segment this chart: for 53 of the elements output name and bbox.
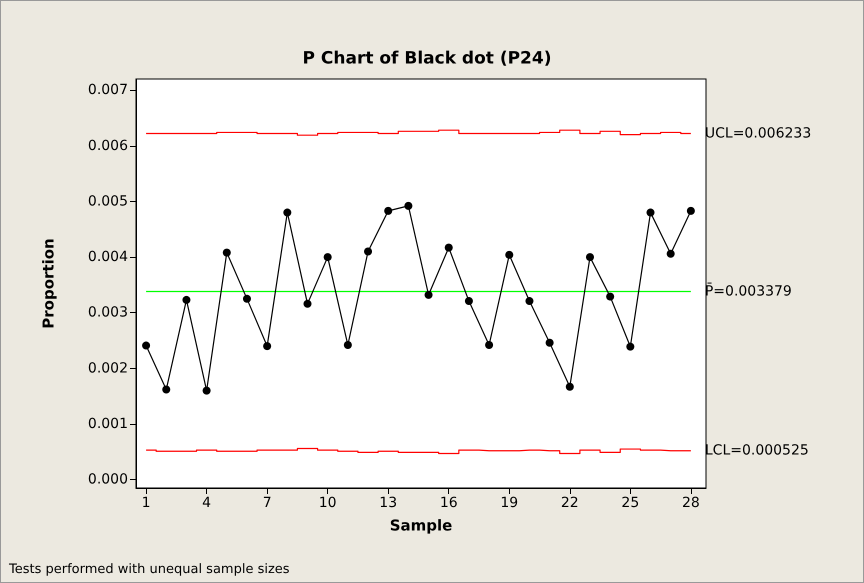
y-axis-title: Proportion [40,238,58,329]
x-tick-label: 7 [262,495,272,511]
point [606,292,614,301]
point [505,250,514,259]
point [242,294,251,303]
y-tick-label: 0.005 [88,193,128,210]
y-tick-label: 0.003 [88,304,128,321]
point [424,290,433,299]
x-tick-label: 28 [682,495,700,511]
x-axis-title: Sample [390,516,452,534]
point [202,386,211,395]
point [444,244,453,252]
point [344,340,352,349]
point [222,248,231,257]
point [686,206,695,215]
point [525,297,534,306]
point [566,382,574,391]
x-tick-label: 16 [440,495,458,511]
point [324,253,332,262]
x-tick-label: 25 [621,495,640,511]
point [485,340,494,349]
x-tick-label: 10 [318,495,337,511]
point [364,248,372,256]
point [626,342,634,351]
x-tick-label: 19 [500,495,518,511]
point [142,342,150,350]
point [263,342,272,350]
point [586,253,594,262]
x-tick-label: 22 [560,495,579,511]
point [646,208,655,217]
series-label: UCL=0.006233 [704,126,812,142]
x-tick-label: 13 [379,495,398,511]
point [464,297,473,306]
x-tick-label: 1 [142,495,151,511]
y-tick-label: 0.004 [88,249,128,266]
point [304,300,312,308]
text: Tests performed with unequal sample sizes [8,562,290,577]
point [546,338,554,347]
y-tick-label: 0.000 [88,472,128,488]
point [283,208,292,217]
series-label: LCL=0.000525 [704,442,809,459]
x-tick-label: 4 [202,495,212,511]
point [182,296,190,304]
ref-line-label: P̄=0.003379 [704,282,792,300]
point [162,386,170,394]
point [404,202,412,210]
point [384,206,392,215]
y-tick-label: 0.002 [88,360,128,376]
y-tick-label: 0.006 [88,138,128,154]
point [666,250,675,258]
y-tick-label: 0.007 [88,82,128,98]
y-tick-label: 0.001 [88,416,128,432]
chart-title: P Chart of Black dot (P24) [302,48,552,68]
